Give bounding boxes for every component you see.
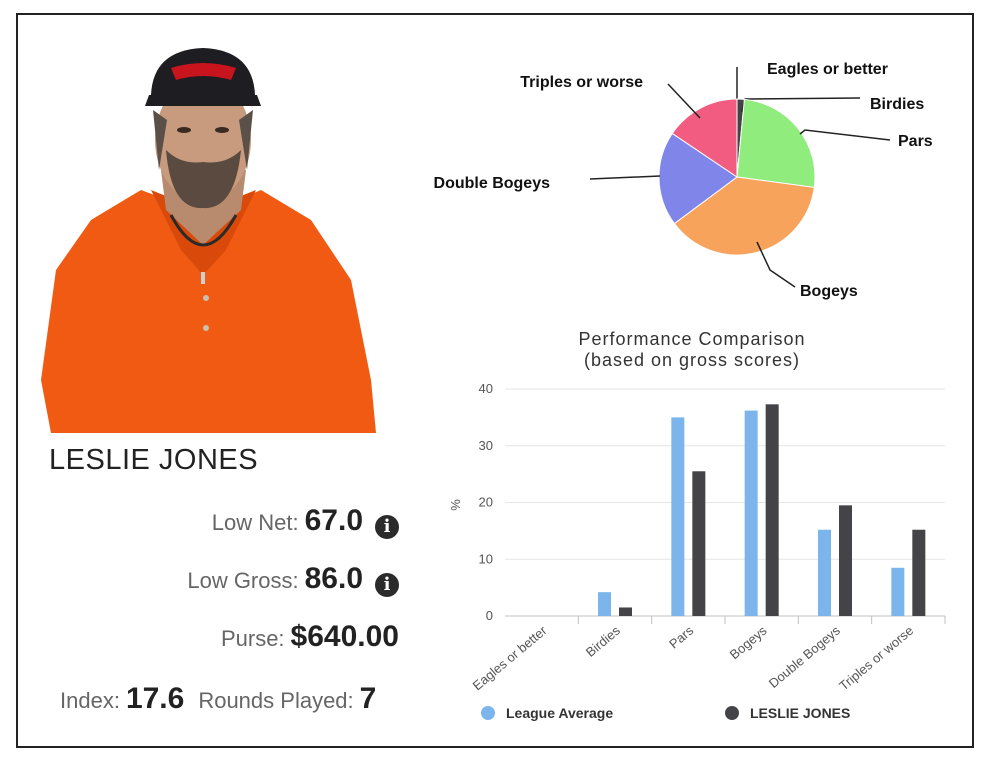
y-axis-label: % (448, 499, 463, 511)
index-value: 17.6 (125, 682, 185, 715)
pie-label-eagles-or-better: Eagles or better (767, 61, 888, 78)
pie-connector (589, 175, 661, 180)
bar-leslie-jones-bogeys[interactable] (765, 404, 779, 616)
pie-slice-bogeys[interactable] (673, 176, 815, 256)
pie-label-double-bogeys: Double Bogeys (434, 175, 551, 192)
info-icon[interactable]: i (375, 515, 399, 539)
y-tick-label: 10 (479, 551, 493, 566)
low-gross-stat: Low Gross: 86.0 i (187, 562, 399, 597)
low-net-value: 67.0 (304, 504, 363, 537)
x-tick-label-double-bogeys: Double Bogeys (766, 622, 844, 690)
purse-label: Purse: (220, 626, 285, 651)
pie-connector (756, 241, 796, 288)
low-gross-label: Low Gross: (187, 568, 299, 593)
chart-subtitle: (based on gross scores) (584, 350, 800, 370)
bar-league-average-pars[interactable] (671, 417, 685, 616)
purse-stat: Purse: $640.00 (221, 620, 399, 654)
pie-slice-triples-or-worse[interactable] (671, 98, 738, 178)
info-icon[interactable]: i (375, 573, 399, 597)
rounds-value: 7 (359, 682, 377, 715)
pie-slice-pars[interactable] (736, 98, 816, 188)
pie-slice-double-bogeys[interactable] (658, 132, 738, 225)
low-net-stat: Low Net: 67.0 i (211, 504, 399, 539)
x-tick-label-birdies: Birdies (583, 622, 623, 659)
y-tick-label: 20 (479, 495, 493, 510)
bar-league-average-triples-or-worse[interactable] (891, 567, 905, 616)
purse-value: $640.00 (290, 620, 399, 653)
bar-leslie-jones-triples-or-worse[interactable] (912, 529, 926, 616)
y-tick-label: 30 (479, 438, 493, 453)
bar-leslie-jones-pars[interactable] (692, 471, 706, 616)
index-rounds-row: Index: 17.6 Rounds Played: 7 (60, 682, 390, 716)
pie-label-triples-or-worse: Triples or worse (520, 74, 643, 91)
bar-leslie-jones-double-bogeys[interactable] (839, 505, 852, 616)
pie-connector (667, 83, 701, 119)
chart-title: Performance Comparison (578, 329, 805, 349)
score-distribution-pie-chart: Eagles or better Birdies Pars Bogeys Double … (434, 61, 933, 300)
player-name: LESLIE JONES (49, 444, 259, 476)
low-net-label: Low Net: (211, 510, 299, 535)
legend-label-league-average[interactable]: League Average (506, 705, 613, 721)
bar-league-average-double-bogeys[interactable] (818, 529, 831, 616)
player-photo (41, 48, 376, 433)
pie-label-birdies: Birdies (870, 96, 924, 113)
legend-marker-leslie-jones[interactable] (725, 706, 739, 720)
x-tick-label-eagles-or-better: Eagles or better (470, 622, 550, 693)
bar-leslie-jones-birdies[interactable] (619, 607, 632, 616)
low-gross-value: 86.0 (304, 562, 363, 595)
pie-label-pars: Pars (898, 133, 933, 150)
pie-connector (799, 129, 891, 141)
pie-label-bogeys: Bogeys (800, 283, 858, 300)
rounds-label: Rounds Played: (198, 688, 354, 713)
bar-league-average-birdies[interactable] (598, 592, 611, 616)
y-tick-label: 40 (479, 381, 493, 396)
x-tick-label-pars: Pars (666, 622, 697, 651)
performance-comparison-bar-chart: Performance Comparison (based on gross s… (448, 329, 946, 721)
x-tick-label-triples-or-worse: Triples or worse (836, 623, 916, 694)
y-tick-label: 0 (486, 608, 493, 623)
bar-league-average-bogeys[interactable] (744, 410, 758, 616)
x-tick-label-bogeys: Bogeys (727, 622, 770, 662)
legend-label-leslie-jones[interactable]: LESLIE JONES (750, 705, 850, 721)
index-label: Index: (60, 688, 120, 713)
legend-marker-league-average[interactable] (481, 706, 495, 720)
